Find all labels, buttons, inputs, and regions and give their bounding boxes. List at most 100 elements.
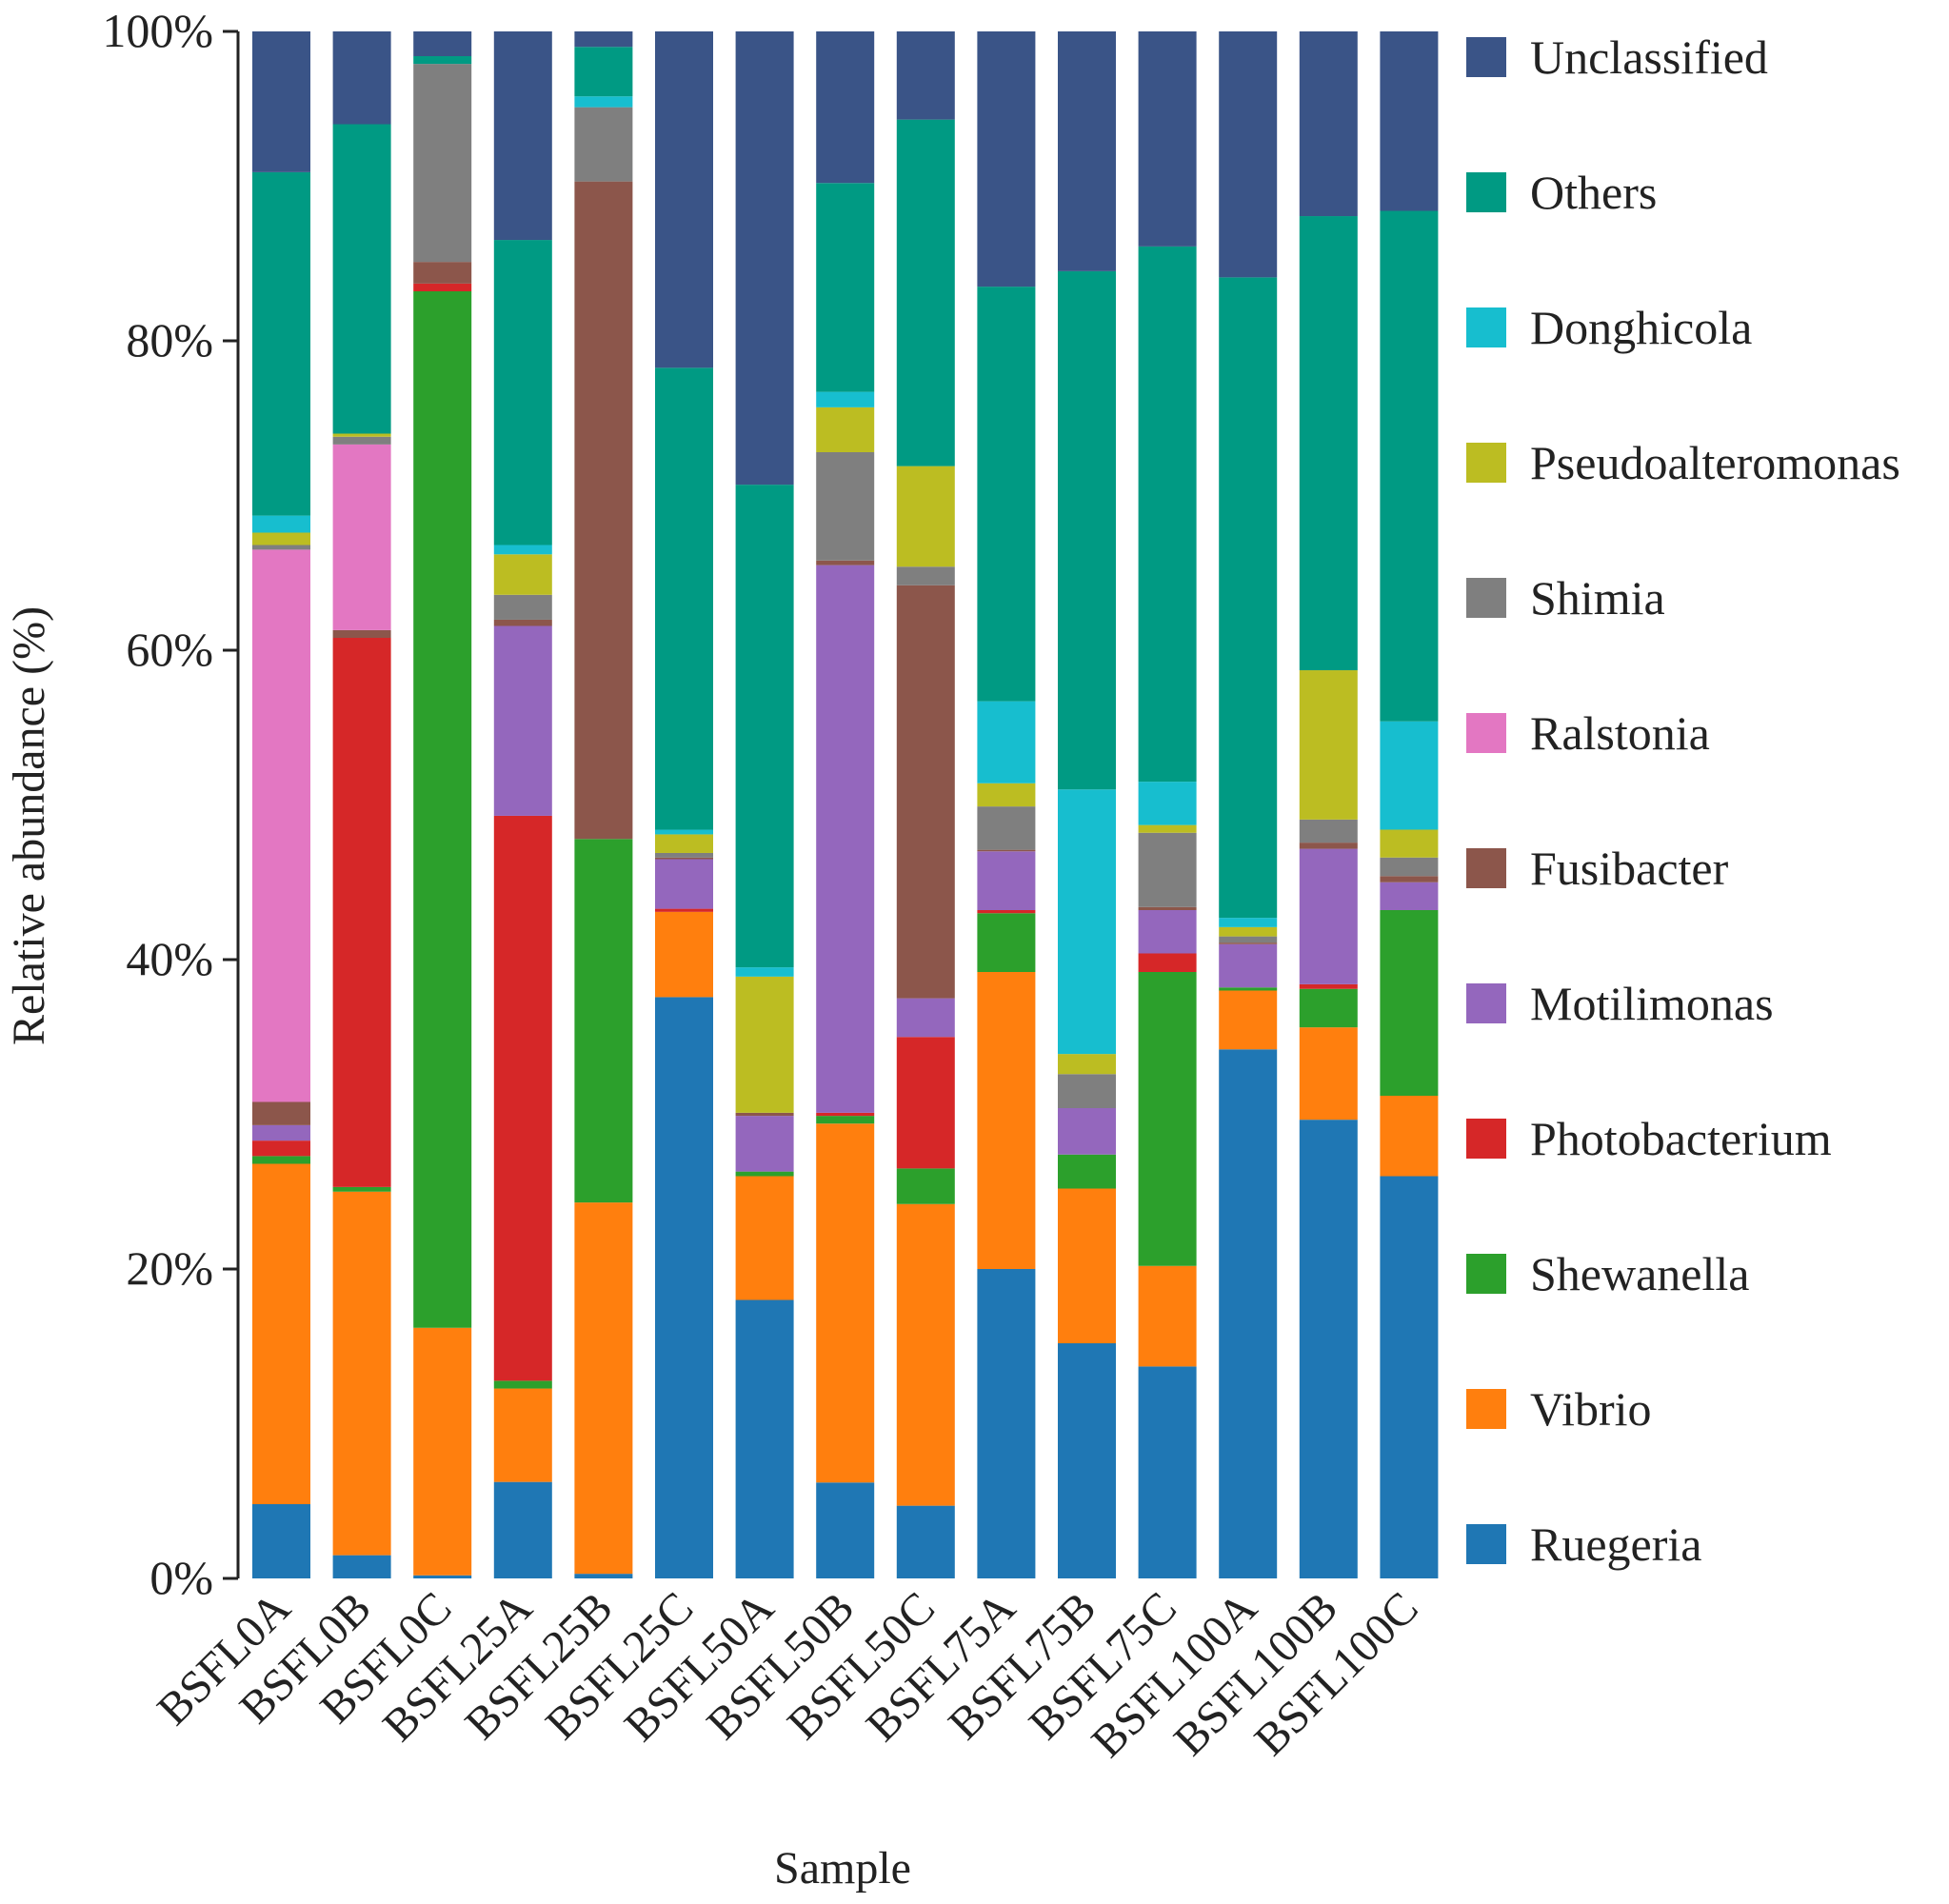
bar-segment-vibrio-bsfl50b [816, 1123, 875, 1483]
bar-segment-fusibacter-bsfl25c [655, 857, 713, 860]
bar-segment-shewanella-bsfl50b [816, 1116, 875, 1124]
bar-segment-unclassified-bsfl25b [574, 31, 633, 48]
bar-segment-fusibacter-bsfl25b [574, 181, 633, 840]
bar-segment-others-bsfl75a [977, 287, 1036, 702]
bar-segment-ralstonia-bsfl0a [252, 549, 310, 1102]
bar-segment-fusibacter-bsfl50c [896, 585, 955, 999]
bar-segment-shewanella-bsfl50a [735, 1171, 794, 1177]
bar-segment-fusibacter-bsfl50a [735, 1112, 794, 1117]
legend-label: Pseudoalteromonas [1530, 436, 1900, 489]
bar-segment-unclassified-bsfl0c [413, 31, 472, 56]
bar-segment-ruegeria-bsfl25b [574, 1574, 633, 1578]
legend-label: Ralstonia [1530, 706, 1710, 760]
bar-segment-vibrio-bsfl0a [252, 1163, 310, 1504]
bar-segment-donghicola-bsfl0a [252, 515, 310, 533]
bar-segment-ruegeria-bsfl75b [1058, 1343, 1116, 1578]
bar-segment-motilimonas-bsfl100b [1299, 848, 1358, 984]
bar-segment-vibrio-bsfl75b [1058, 1188, 1116, 1343]
bar-segment-pseudoalteromonas-bsfl50a [735, 976, 794, 1113]
bar-segment-ruegeria-bsfl0a [252, 1504, 310, 1578]
bar-segment-ruegeria-bsfl50c [896, 1505, 955, 1578]
legend-swatch-donghicola [1466, 307, 1506, 347]
bar-segment-ruegeria-bsfl50b [816, 1482, 875, 1578]
bar-segment-motilimonas-bsfl25c [655, 859, 713, 909]
bar-segment-motilimonas-bsfl75c [1138, 910, 1197, 954]
bar-segment-donghicola-bsfl25c [655, 829, 713, 835]
bar-segment-ruegeria-bsfl0b [332, 1555, 391, 1578]
legend-label: Photobacterium [1530, 1112, 1832, 1165]
legend-label: Motilimonas [1530, 977, 1774, 1030]
bar-segment-photobacterium-bsfl50c [896, 1037, 955, 1169]
bar-segment-donghicola-bsfl25a [493, 545, 552, 555]
legend-swatch-shimia [1466, 578, 1506, 618]
bar-segment-shimia-bsfl25a [493, 594, 552, 620]
bar-segment-fusibacter-bsfl0b [332, 629, 391, 638]
legend-label: Others [1530, 166, 1657, 219]
y-axis-ticks: 0% 20% 40% 60% 80% 100% [102, 4, 238, 1604]
y-tick-label: 0% [149, 1551, 213, 1604]
bar-segment-vibrio-bsfl75a [977, 972, 1036, 1269]
legend-label: Shewanella [1530, 1247, 1749, 1300]
bar-segment-donghicola-bsfl100a [1219, 918, 1278, 927]
y-axis-title: Relative abundance (%) [4, 606, 54, 1045]
bar-segment-pseudoalteromonas-bsfl75b [1058, 1054, 1116, 1075]
bar-segment-pseudoalteromonas-bsfl25a [493, 554, 552, 595]
bar-segment-shimia-bsfl75a [977, 806, 1036, 850]
bar-segment-shewanella-bsfl100b [1299, 988, 1358, 1028]
bar-segment-vibrio-bsfl25a [493, 1388, 552, 1482]
bar-segment-photobacterium-bsfl75a [977, 910, 1036, 914]
bar-segment-motilimonas-bsfl75b [1058, 1108, 1116, 1155]
bar-segment-photobacterium-bsfl25a [493, 815, 552, 1381]
bar-segment-motilimonas-bsfl75a [977, 851, 1036, 910]
bar-segment-pseudoalteromonas-bsfl75c [1138, 824, 1197, 833]
bar-segment-pseudoalteromonas-bsfl100a [1219, 926, 1278, 937]
bar-segment-unclassified-bsfl100a [1219, 31, 1278, 278]
bar-segment-ruegeria-bsfl75c [1138, 1366, 1197, 1578]
bar-segment-fusibacter-bsfl75a [977, 849, 1036, 852]
bar-segment-others-bsfl100c [1380, 210, 1439, 722]
y-tick-label: 40% [126, 932, 213, 985]
bar-segment-pseudoalteromonas-bsfl75a [977, 783, 1036, 807]
bar-segment-motilimonas-bsfl25a [493, 625, 552, 816]
bar-segment-pseudoalteromonas-bsfl50c [896, 466, 955, 567]
bar-segment-pseudoalteromonas-bsfl100b [1299, 670, 1358, 820]
bar-segment-shewanella-bsfl75a [977, 913, 1036, 972]
bar-segment-others-bsfl50b [816, 183, 875, 392]
bar-segment-shimia-bsfl75b [1058, 1074, 1116, 1108]
bar-segment-unclassified-bsfl25a [493, 31, 552, 241]
bar-segment-shimia-bsfl50b [816, 452, 875, 561]
bar-segment-vibrio-bsfl75c [1138, 1265, 1197, 1367]
bar-segment-unclassified-bsfl0a [252, 31, 310, 172]
bar-segment-donghicola-bsfl50b [816, 391, 875, 407]
bar-segment-vibrio-bsfl50c [896, 1203, 955, 1506]
y-tick-label: 100% [102, 4, 213, 57]
bar-segment-motilimonas-bsfl50a [735, 1116, 794, 1172]
bar-segment-vibrio-bsfl50a [735, 1176, 794, 1300]
legend-swatch-others [1466, 172, 1506, 212]
legend-label: Fusibacter [1530, 842, 1729, 895]
bar-segment-photobacterium-bsfl100b [1299, 983, 1358, 989]
bars [252, 31, 1439, 1578]
bar-segment-motilimonas-bsfl100a [1219, 943, 1278, 988]
bar-segment-shewanella-bsfl0a [252, 1156, 310, 1164]
bar-segment-shimia-bsfl0b [332, 436, 391, 445]
bar-segment-photobacterium-bsfl0a [252, 1140, 310, 1157]
bar-segment-shimia-bsfl0a [252, 545, 310, 550]
bar-segment-donghicola-bsfl75a [977, 701, 1036, 783]
bar-segment-unclassified-bsfl50a [735, 31, 794, 486]
bar-segment-photobacterium-bsfl0b [332, 638, 391, 1187]
bar-segment-ralstonia-bsfl0b [332, 444, 391, 630]
legend-swatch-photobacterium [1466, 1119, 1506, 1159]
y-tick-label: 20% [126, 1241, 213, 1295]
bar-segment-ruegeria-bsfl100b [1299, 1120, 1358, 1578]
bar-segment-others-bsfl25a [493, 240, 552, 545]
bar-segment-others-bsfl75c [1138, 246, 1197, 783]
bar-segment-motilimonas-bsfl0a [252, 1124, 310, 1141]
bar-segment-others-bsfl100a [1219, 277, 1278, 919]
bar-segment-ruegeria-bsfl75a [977, 1269, 1036, 1578]
bar-segment-photobacterium-bsfl75c [1138, 953, 1197, 972]
bar-segment-others-bsfl0b [332, 124, 391, 434]
bar-segment-motilimonas-bsfl50c [896, 998, 955, 1038]
bar-segment-ruegeria-bsfl50a [735, 1299, 794, 1578]
bar-segment-pseudoalteromonas-bsfl0b [332, 433, 391, 437]
